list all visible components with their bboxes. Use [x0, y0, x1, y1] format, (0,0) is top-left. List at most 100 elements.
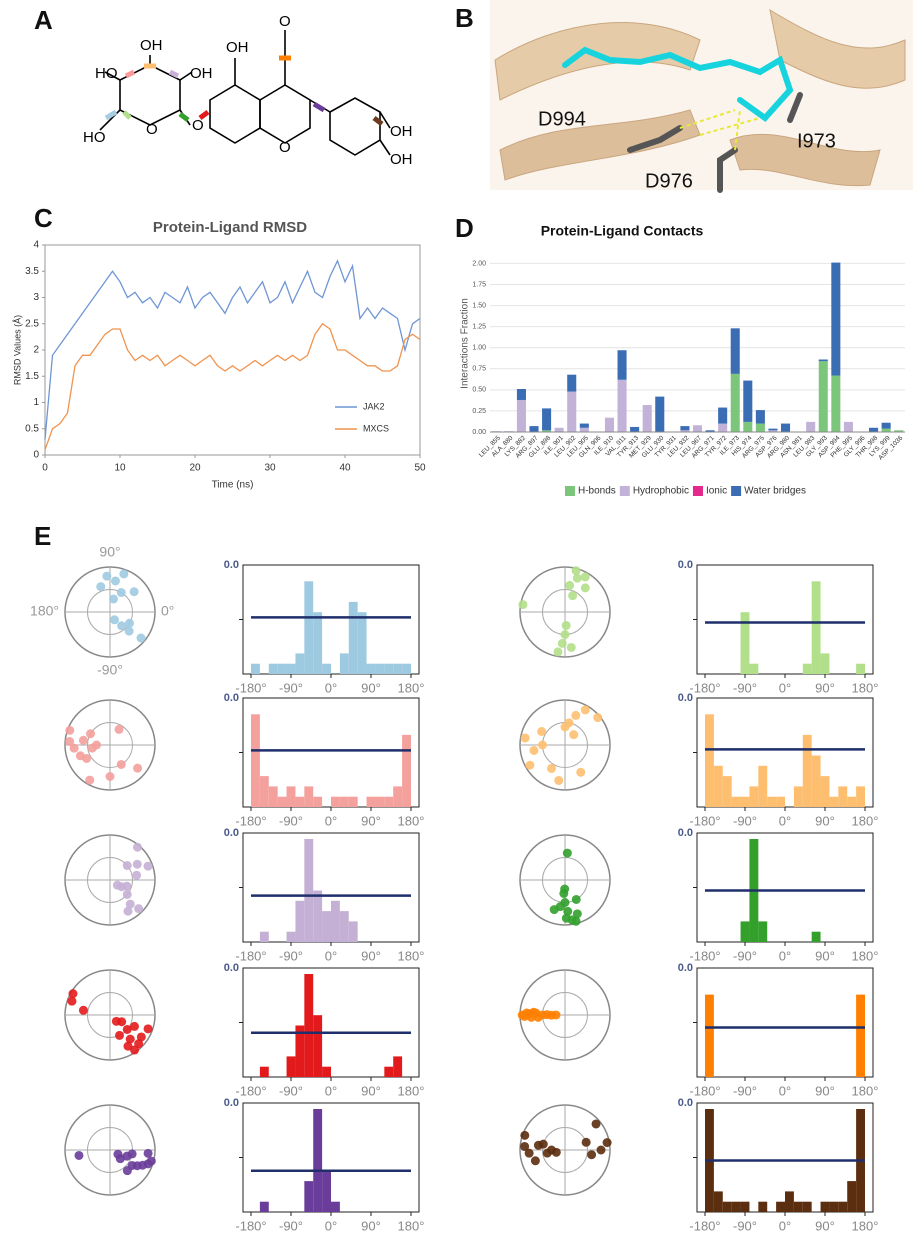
x-tick-label: 90°	[361, 680, 381, 695]
polar-point	[602, 1138, 612, 1148]
polar-point	[561, 913, 571, 923]
legend-label: MXCS	[363, 423, 389, 433]
bar-segment	[680, 426, 690, 431]
polar-point	[132, 870, 142, 880]
hist-bar	[749, 786, 759, 807]
atom-label: OH	[140, 37, 163, 54]
x-tick-label: -90°	[279, 813, 303, 828]
polar-point	[116, 588, 126, 598]
hist-bar	[802, 1201, 812, 1212]
bar-segment	[567, 391, 577, 432]
hist-bar	[251, 663, 260, 674]
hist-bar	[259, 1201, 269, 1212]
polar-point	[553, 647, 563, 657]
polar-point	[549, 905, 559, 915]
bar-segment	[516, 399, 526, 432]
x-tick-label: -180°	[689, 948, 720, 963]
polar-point	[65, 725, 75, 735]
bar-segment	[831, 375, 841, 432]
hist-bar	[339, 911, 349, 942]
legend-label: JAK2	[363, 401, 385, 411]
polar-point	[593, 713, 603, 723]
x-tick-label: 90°	[815, 948, 835, 963]
chart-title: Protein-Ligand RMSD	[153, 219, 307, 236]
hist-bar	[829, 1201, 839, 1212]
x-tick-label: -180°	[689, 680, 720, 695]
polar-point	[562, 848, 572, 858]
hist-bar	[375, 663, 385, 674]
x-axis-label: Time (ns)	[212, 480, 254, 491]
hist-bar	[856, 786, 865, 807]
polar-point	[566, 642, 576, 652]
x-tick-label: 180°	[398, 948, 425, 963]
legend-label: Ionic	[706, 486, 727, 497]
x-tick-label: 180°	[852, 680, 879, 695]
polar-point	[122, 881, 132, 891]
x-tick-label: 90°	[361, 1218, 381, 1233]
x-tick-label: -180°	[235, 813, 266, 828]
angle-label: -90°	[97, 662, 123, 678]
hist-bar	[393, 1056, 403, 1077]
x-tick-label: 0°	[325, 813, 337, 828]
atom-label: OH	[390, 123, 413, 140]
polar-point	[520, 733, 530, 743]
hist-bar	[304, 786, 314, 807]
hist-bar	[856, 994, 865, 1077]
hist-bar	[322, 1170, 331, 1212]
hist-bar	[313, 1109, 323, 1212]
y-axis-label: Interactions Fraction	[460, 298, 471, 389]
x-tick-label: -90°	[733, 1218, 757, 1233]
hist-bar	[339, 796, 349, 807]
angle-label: 0°	[161, 603, 174, 619]
hist-bar	[838, 786, 848, 807]
y-tick-label: 1.50	[472, 302, 486, 309]
x-tick-label: 0°	[779, 1083, 791, 1098]
polar-point	[560, 722, 570, 732]
polar-point	[122, 861, 132, 871]
panel-label: B	[455, 3, 474, 33]
hist-bar	[348, 921, 358, 942]
hist-bar	[295, 796, 305, 807]
x-tick-label: -90°	[733, 948, 757, 963]
bond-markers	[104, 55, 384, 126]
hist-bar	[348, 796, 358, 807]
polar-point	[113, 1149, 123, 1159]
y-tick-label: 2.5	[25, 318, 39, 329]
x-tick-label: 180°	[398, 680, 425, 695]
polar-point	[143, 1024, 153, 1034]
polar-point	[520, 1141, 530, 1151]
atom-label: OH	[390, 151, 413, 168]
hist-bar	[793, 1201, 803, 1212]
hist-bar	[348, 601, 358, 674]
bar-segment	[718, 423, 728, 432]
polar-point	[129, 587, 139, 597]
polar-point	[569, 730, 579, 740]
x-tick-label: 90°	[815, 813, 835, 828]
x-tick-label: 180°	[398, 1218, 425, 1233]
polar-point	[580, 572, 590, 582]
hist-bar	[286, 1056, 296, 1077]
legend-swatch	[565, 486, 575, 496]
bar-segment	[617, 379, 627, 432]
polar-point	[551, 1147, 561, 1157]
bar-segment	[680, 430, 690, 432]
panel-label: C	[34, 203, 53, 233]
polar-point	[518, 600, 528, 610]
hist-bar	[838, 1201, 848, 1212]
bar-segment	[831, 262, 841, 376]
line	[44, 259, 421, 440]
polar-point	[529, 745, 539, 755]
bar-segment	[730, 373, 740, 432]
polar-point	[537, 727, 547, 736]
angle-label: 90°	[99, 544, 120, 560]
polar-point	[580, 583, 590, 593]
polar-point	[124, 626, 134, 636]
y-tick-label: 4	[33, 240, 39, 251]
hist-bar	[776, 796, 785, 807]
hist-bar	[366, 663, 376, 674]
hist-bar	[331, 1201, 340, 1212]
legend-label: H-bonds	[578, 486, 616, 497]
atom-label: HO	[95, 65, 118, 82]
hist-bar	[268, 786, 278, 807]
